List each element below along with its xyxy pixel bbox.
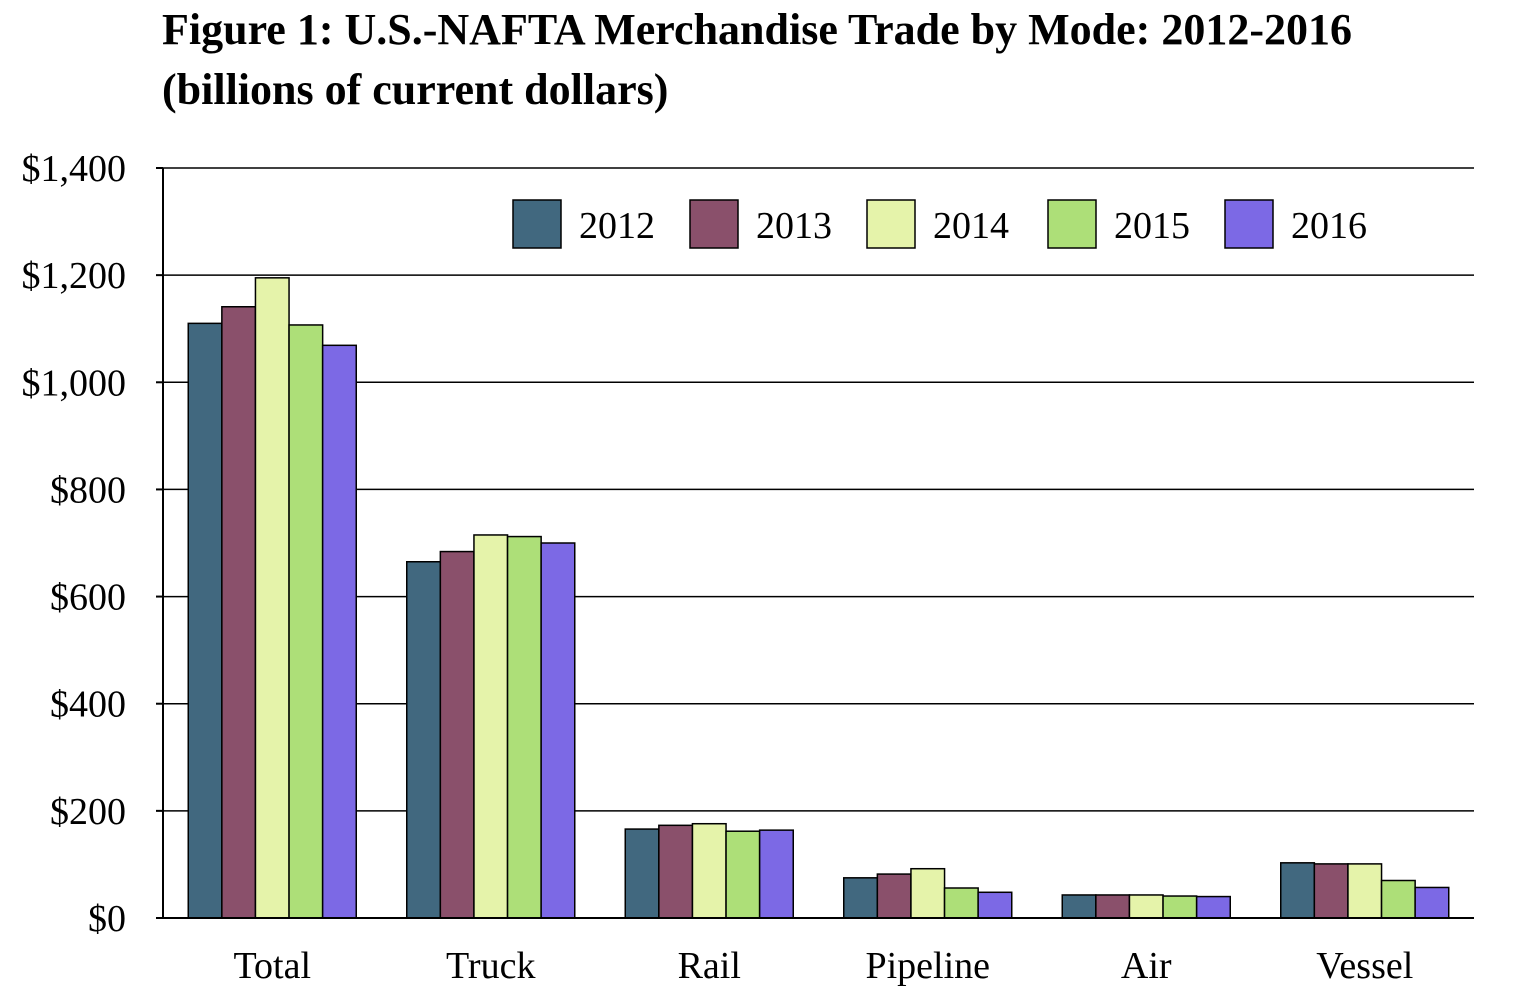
legend-label-2016: 2016 (1291, 205, 1367, 247)
bar-total-2014 (254, 277, 290, 919)
bar-air-2014 (1128, 894, 1164, 919)
bar-total-2015 (288, 324, 324, 919)
y-tick-labels: $0 $200 $400 $600 $800 $1,000 $1,200 $1,400 (22, 148, 127, 940)
axes (156, 167, 1474, 919)
x-tick-label-vessel: Vessel (1316, 945, 1413, 987)
legend-label-2015: 2015 (1114, 205, 1190, 247)
y-tick-label: $800 (50, 469, 126, 511)
legend-swatch-2014 (866, 199, 916, 249)
chart-title-line: Figure 1: U.S.-NAFTA Merchandise Trade b… (162, 5, 1352, 54)
bar-pipeline-2012 (843, 877, 879, 919)
bar-vessel-2012 (1280, 862, 1316, 919)
bar-truck-2012 (406, 561, 442, 919)
x-tick-label-rail: Rail (678, 945, 741, 987)
bar-air-2016 (1195, 895, 1232, 919)
bars (187, 277, 1450, 919)
y-tick-label: $600 (50, 577, 126, 619)
chart-subtitle-line: (billions of current dollars) (162, 65, 669, 114)
bar-air-2013 (1095, 894, 1131, 919)
bar-vessel-2013 (1313, 863, 1349, 919)
bar-pipeline-2014 (910, 867, 946, 919)
x-tick-labels: Total Truck Rail Pipeline Air Vessel (233, 945, 1413, 987)
bar-vessel-2014 (1347, 863, 1383, 919)
bar-rail-2013 (658, 824, 694, 919)
y-tick-label: $1,200 (22, 255, 127, 297)
y-tick-label: $0 (88, 898, 126, 940)
y-tick-label: $1,400 (22, 148, 127, 190)
bar-total-2016 (321, 344, 357, 919)
bar-rail-2012 (624, 828, 660, 919)
chart-title: Figure 1: U.S.-NAFTA Merchandise Trade b… (162, 0, 1352, 120)
bar-rail-2016 (758, 829, 795, 919)
bar-air-2015 (1162, 895, 1198, 919)
bar-truck-2013 (439, 550, 475, 919)
legend-swatch-2012 (512, 199, 562, 249)
bar-pipeline-2016 (977, 891, 1013, 919)
y-tick-label: $200 (50, 791, 126, 833)
x-tick-label-truck: Truck (446, 945, 535, 987)
legend-label-2012: 2012 (579, 205, 655, 247)
bar-truck-2014 (473, 534, 509, 919)
legend-swatch-2016 (1224, 199, 1274, 249)
bar-total-2013 (221, 306, 257, 919)
bar-pipeline-2013 (876, 873, 912, 919)
x-tick-label-pipeline: Pipeline (865, 945, 990, 987)
bar-vessel-2016 (1414, 886, 1450, 919)
bar-air-2012 (1061, 894, 1097, 919)
legend-swatch-2013 (689, 199, 739, 249)
bar-rail-2015 (725, 830, 761, 919)
y-tick-label: $1,000 (22, 362, 127, 404)
bar-vessel-2015 (1380, 879, 1416, 919)
x-tick-label-total: Total (233, 945, 311, 987)
legend-label-2014: 2014 (933, 205, 1009, 247)
bar-truck-2016 (540, 542, 576, 919)
legend-label-2013: 2013 (756, 205, 832, 247)
bar-total-2012 (187, 322, 223, 919)
y-tick-label: $400 (50, 684, 126, 726)
legend: 2012 2013 2014 2015 2016 (512, 199, 1367, 249)
bar-truck-2015 (506, 535, 542, 919)
legend-swatch-2015 (1047, 199, 1097, 249)
bar-pipeline-2015 (943, 887, 979, 919)
gridlines (163, 167, 1474, 812)
bar-rail-2014 (691, 822, 727, 919)
x-tick-label-air: Air (1121, 945, 1172, 987)
